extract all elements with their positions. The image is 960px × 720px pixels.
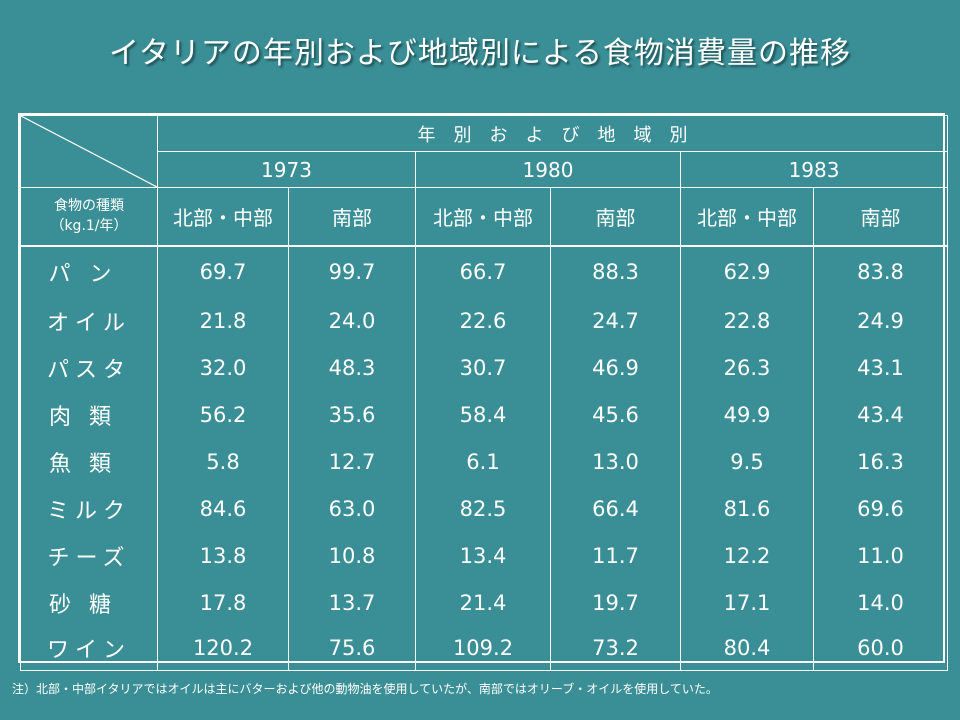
- value-cell: 73.2: [550, 626, 681, 671]
- value-cell: 35.6: [288, 391, 416, 439]
- value-cell: 12.7: [288, 438, 416, 486]
- value-cell: 16.3: [812, 438, 949, 486]
- value-cell: 62.9: [680, 244, 814, 298]
- value-cell: 14.0: [812, 579, 949, 627]
- food-name: 肉類: [20, 391, 158, 439]
- value-cell: 24.0: [288, 297, 416, 345]
- value-cell: 6.1: [415, 438, 551, 486]
- food-name: オイル: [20, 297, 158, 345]
- value-cell: 13.8: [157, 532, 289, 580]
- group-header: 年別および地域別: [156, 115, 949, 152]
- food-type-header: 食物の種類 （kg.1/年）: [20, 187, 158, 246]
- food-name: 砂糖: [20, 579, 158, 627]
- value-cell: 99.7: [288, 244, 416, 298]
- table-row: パン 69.7 99.7 66.7 88.3 62.9 83.8: [20, 244, 949, 298]
- value-cell: 81.6: [680, 485, 814, 533]
- value-cell: 88.3: [550, 244, 681, 298]
- value-cell: 9.5: [680, 438, 814, 486]
- table-corner-cell: [20, 115, 158, 188]
- slide-title: イタリアの年別および地域別による食物消費量の推移: [109, 36, 851, 71]
- value-cell: 80.4: [680, 626, 814, 671]
- value-cell: 11.0: [812, 532, 949, 580]
- value-cell: 48.3: [288, 344, 416, 392]
- year-header-1980: 1980: [415, 151, 681, 188]
- value-cell: 56.2: [157, 391, 289, 439]
- table-row: 砂糖 17.8 13.7 21.4 19.7 17.1 14.0: [20, 579, 949, 627]
- value-cell: 24.7: [550, 297, 681, 345]
- unit-label: （kg.1/年）: [50, 218, 128, 235]
- value-cell: 21.4: [415, 579, 551, 627]
- value-cell: 46.9: [550, 344, 681, 392]
- value-cell: 69.6: [812, 485, 949, 533]
- diagonal-line: [21, 116, 157, 187]
- table-row: 肉類 56.2 35.6 58.4 45.6 49.9 43.4: [20, 391, 949, 439]
- food-name: 魚類: [20, 438, 158, 486]
- value-cell: 69.7: [157, 244, 289, 298]
- value-cell: 13.4: [415, 532, 551, 580]
- table-row: 魚類 5.8 12.7 6.1 13.0 9.5 16.3: [20, 438, 949, 486]
- value-cell: 24.9: [812, 297, 949, 345]
- value-cell: 83.8: [812, 244, 949, 298]
- table-row: ワイン 120.2 75.6 109.2 73.2 80.4 60.0: [20, 626, 949, 671]
- footnote: 注）北部・中部イタリアではオイルは主にバターおよび他の動物油を使用していたが、南…: [12, 682, 718, 696]
- food-name: パスタ: [20, 344, 158, 392]
- food-name: ミルク: [20, 485, 158, 533]
- value-cell: 10.8: [288, 532, 416, 580]
- region-south-1980: 南部: [550, 187, 681, 246]
- value-cell: 66.7: [415, 244, 551, 298]
- value-cell: 66.4: [550, 485, 681, 533]
- value-cell: 13.7: [288, 579, 416, 627]
- food-name: ワイン: [20, 626, 158, 671]
- value-cell: 45.6: [550, 391, 681, 439]
- value-cell: 12.2: [680, 532, 814, 580]
- region-south-1983: 南部: [812, 187, 949, 246]
- value-cell: 30.7: [415, 344, 551, 392]
- food-name: チーズ: [20, 532, 158, 580]
- value-cell: 11.7: [550, 532, 681, 580]
- value-cell: 5.8: [157, 438, 289, 486]
- value-cell: 58.4: [415, 391, 551, 439]
- value-cell: 19.7: [550, 579, 681, 627]
- table-row: チーズ 13.8 10.8 13.4 11.7 12.2 11.0: [20, 532, 949, 580]
- value-cell: 84.6: [157, 485, 289, 533]
- year-header-1973: 1973: [157, 151, 416, 188]
- value-cell: 60.0: [812, 626, 949, 671]
- value-cell: 17.8: [157, 579, 289, 627]
- consumption-table: 年別および地域別 1973 1980 1983 食物の種類 （kg.1/年） 北…: [18, 113, 949, 671]
- value-cell: 43.1: [812, 344, 949, 392]
- table-row: パスタ 32.0 48.3 30.7 46.9 26.3 43.1: [20, 344, 949, 392]
- region-north-1973: 北部・中部: [157, 187, 289, 246]
- value-cell: 17.1: [680, 579, 814, 627]
- value-cell: 120.2: [157, 626, 289, 671]
- value-cell: 22.6: [415, 297, 551, 345]
- value-cell: 32.0: [157, 344, 289, 392]
- value-cell: 82.5: [415, 485, 551, 533]
- region-north-1980: 北部・中部: [415, 187, 551, 246]
- value-cell: 75.6: [288, 626, 416, 671]
- value-cell: 63.0: [288, 485, 416, 533]
- value-cell: 13.0: [550, 438, 681, 486]
- value-cell: 22.8: [680, 297, 814, 345]
- value-cell: 21.8: [157, 297, 289, 345]
- food-type-label: 食物の種類: [54, 198, 124, 215]
- region-north-1983: 北部・中部: [680, 187, 814, 246]
- region-south-1973: 南部: [288, 187, 416, 246]
- year-header-1983: 1983: [679, 151, 949, 188]
- value-cell: 49.9: [680, 391, 814, 439]
- food-name: パン: [20, 244, 158, 298]
- value-cell: 109.2: [415, 626, 551, 671]
- table-row: ミルク 84.6 63.0 82.5 66.4 81.6 69.6: [20, 485, 949, 533]
- value-cell: 26.3: [680, 344, 814, 392]
- value-cell: 43.4: [812, 391, 949, 439]
- table-row: オイル 21.8 24.0 22.6 24.7 22.8 24.9: [20, 297, 949, 345]
